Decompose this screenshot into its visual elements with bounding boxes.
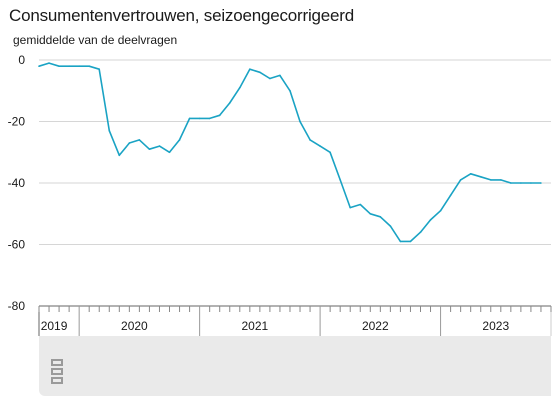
data-point bbox=[369, 212, 372, 215]
y-tick-label: -60 bbox=[8, 238, 26, 252]
data-point bbox=[469, 172, 472, 175]
chart-footer bbox=[39, 336, 551, 396]
y-tick-label: 0 bbox=[18, 53, 25, 67]
data-point bbox=[429, 219, 432, 221]
data-point bbox=[489, 179, 492, 181]
data-point bbox=[359, 203, 362, 206]
data-point bbox=[98, 68, 101, 71]
data-point bbox=[459, 179, 462, 181]
data-point bbox=[540, 182, 542, 184]
data-point bbox=[500, 179, 502, 181]
data-point bbox=[158, 145, 161, 147]
data-point bbox=[208, 117, 211, 120]
data-point bbox=[118, 154, 121, 157]
data-point bbox=[389, 225, 392, 227]
data-point bbox=[349, 206, 352, 209]
data-point bbox=[449, 194, 452, 197]
data-point bbox=[259, 71, 261, 74]
data-point bbox=[329, 151, 331, 154]
x-tick-label: 2020 bbox=[121, 319, 148, 333]
data-point bbox=[68, 65, 70, 67]
y-tick-label: -80 bbox=[8, 299, 26, 313]
data-point bbox=[269, 77, 271, 80]
data-point bbox=[309, 139, 311, 141]
x-tick-label: 2022 bbox=[362, 319, 389, 333]
data-point bbox=[238, 86, 241, 89]
data-point bbox=[510, 182, 512, 184]
data-point bbox=[128, 142, 131, 144]
y-tick-label: -20 bbox=[8, 115, 26, 129]
data-point bbox=[218, 114, 221, 117]
series-line bbox=[38, 62, 541, 243]
data-point bbox=[228, 102, 231, 104]
data-point bbox=[88, 65, 90, 67]
data-point bbox=[299, 120, 301, 123]
data-point bbox=[188, 117, 191, 120]
data-point bbox=[520, 182, 522, 184]
data-point bbox=[399, 240, 402, 243]
line-chart: 0 -20 -40 -60 -80 2019 2020 2021 2022 2023 bbox=[8, 53, 552, 336]
data-point bbox=[530, 182, 532, 184]
data-point bbox=[279, 74, 281, 77]
data-point bbox=[249, 68, 251, 71]
data-point bbox=[38, 65, 40, 67]
data-point bbox=[148, 148, 151, 150]
chart-title: Consumentenvertrouwen, seizoengecorrigee… bbox=[9, 6, 355, 25]
data-point bbox=[419, 231, 422, 233]
data-point bbox=[168, 151, 171, 154]
data-point bbox=[379, 216, 382, 218]
data-point bbox=[479, 176, 482, 178]
x-tick-label: 2021 bbox=[241, 319, 268, 333]
data-point bbox=[138, 139, 141, 141]
x-tick-label: 2019 bbox=[41, 319, 68, 333]
data-point bbox=[339, 179, 341, 181]
cbs-logo-icon bbox=[51, 359, 63, 384]
chart-subtitle: gemiddelde van de deelvragen bbox=[13, 33, 178, 47]
data-point bbox=[78, 65, 80, 67]
data-point bbox=[48, 62, 50, 64]
data-point bbox=[289, 89, 291, 92]
data-point bbox=[409, 240, 412, 243]
data-point bbox=[319, 145, 321, 147]
data-point bbox=[108, 129, 111, 132]
data-point bbox=[439, 209, 442, 212]
y-tick-label: -40 bbox=[8, 176, 26, 190]
x-tick-label: 2023 bbox=[482, 319, 509, 333]
data-point bbox=[198, 117, 201, 120]
data-point bbox=[178, 139, 181, 141]
data-point bbox=[58, 65, 60, 67]
